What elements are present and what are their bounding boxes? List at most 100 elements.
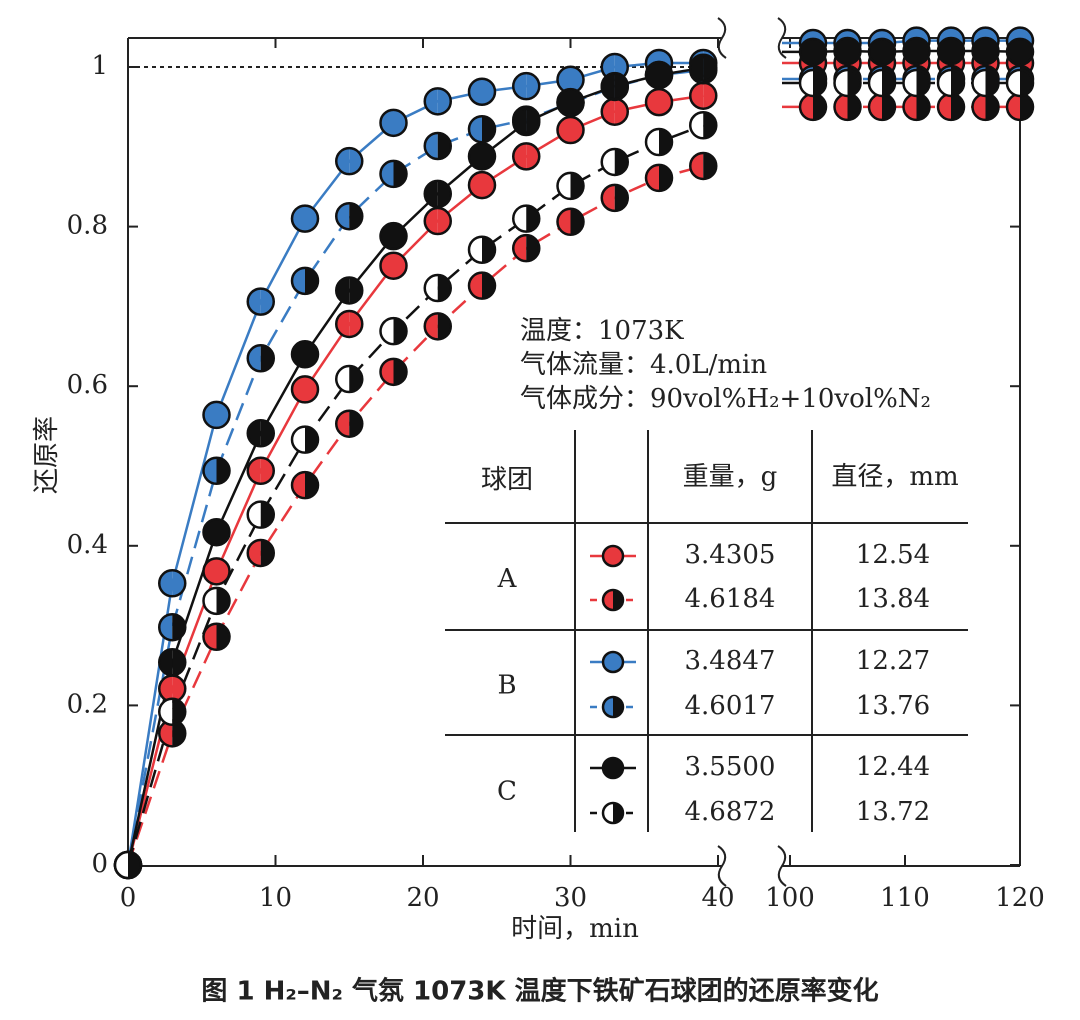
table-weight: 3.4305 <box>685 540 776 570</box>
marker <box>290 470 320 500</box>
marker <box>689 53 718 83</box>
marker <box>600 147 629 177</box>
table-weight: 4.6184 <box>685 584 776 614</box>
marker-outline <box>902 36 931 66</box>
series-line <box>126 124 704 866</box>
marker-left <box>557 117 571 144</box>
marker-outline <box>202 586 231 616</box>
marker <box>158 612 187 642</box>
marker-right <box>216 587 230 614</box>
marker <box>335 409 364 438</box>
table-diameter: 13.72 <box>856 797 930 827</box>
marker-right <box>437 275 451 302</box>
marker <box>246 500 275 529</box>
table-weight: 4.6017 <box>685 691 776 721</box>
x-tick-label: 30 <box>554 883 587 913</box>
marker-right <box>260 457 274 484</box>
marker-outline <box>246 344 275 373</box>
marker-left <box>601 184 615 211</box>
marker-outline <box>290 375 320 404</box>
marker <box>423 179 452 209</box>
marker-left <box>336 148 350 175</box>
marker <box>423 131 452 161</box>
frame <box>127 17 1021 887</box>
marker-right <box>482 272 495 299</box>
marker-left <box>380 160 394 187</box>
marker-outline <box>467 170 497 200</box>
marker-outline <box>601 544 625 568</box>
marker-outline <box>902 68 931 98</box>
marker-right <box>951 38 964 65</box>
marker-right <box>659 164 673 191</box>
marker-outline <box>512 107 541 137</box>
marker <box>423 87 452 116</box>
marker <box>601 801 625 825</box>
marker-left <box>247 288 261 315</box>
marker-left <box>800 38 813 65</box>
marker <box>335 309 364 339</box>
marker-right <box>305 341 319 368</box>
marker-outline <box>1005 37 1035 67</box>
marker-right <box>916 69 930 96</box>
table-diameter: 13.84 <box>856 584 930 614</box>
marker-right <box>172 675 186 702</box>
marker-right <box>172 698 186 725</box>
marker-left <box>938 69 951 96</box>
marker <box>556 115 585 145</box>
marker-right <box>393 223 407 250</box>
marker <box>644 87 674 117</box>
marker-right <box>260 420 274 447</box>
marker-left <box>690 82 704 109</box>
marker-left <box>646 129 659 156</box>
table-group: C <box>497 777 517 807</box>
marker-outline <box>512 204 541 233</box>
marker-outline <box>290 470 320 500</box>
marker-outline <box>335 201 364 231</box>
marker-outline <box>798 68 828 98</box>
marker <box>601 650 625 674</box>
marker-right <box>813 69 826 96</box>
marker <box>379 316 408 346</box>
marker-right <box>482 236 495 263</box>
marker-outline <box>600 183 629 213</box>
x-axis-label: 时间，min <box>511 914 639 944</box>
marker-left <box>159 675 173 702</box>
marker-left <box>159 649 173 676</box>
marker-left <box>903 93 917 120</box>
marker-left <box>292 205 305 232</box>
marker-left <box>203 558 217 585</box>
marker-left <box>469 116 482 143</box>
marker-left <box>203 587 217 614</box>
marker-right <box>1020 69 1033 96</box>
marker-outline <box>601 588 625 612</box>
marker <box>798 37 828 67</box>
marker-outline <box>833 68 862 98</box>
marker-left <box>469 172 482 199</box>
marker-outline <box>644 60 674 90</box>
marker-outline <box>971 68 1000 98</box>
marker-outline <box>246 456 275 486</box>
marker-right <box>349 366 363 393</box>
marker-right <box>703 82 717 109</box>
marker <box>600 183 629 213</box>
annotation: 温度：1073K <box>520 316 684 346</box>
marker-left <box>292 376 305 403</box>
marker-outline <box>202 557 231 586</box>
marker-outline <box>798 37 828 67</box>
marker-outline <box>290 266 320 296</box>
marker-outline <box>644 127 674 157</box>
marker <box>335 146 364 176</box>
marker-outline <box>467 142 497 171</box>
marker-right <box>216 401 230 428</box>
marker-left <box>557 208 571 235</box>
marker <box>1005 92 1035 122</box>
marker-left <box>646 89 659 116</box>
marker <box>556 171 585 201</box>
marker-right <box>349 277 363 304</box>
marker-left <box>972 93 986 120</box>
marker <box>335 276 364 305</box>
marker-left <box>690 152 704 179</box>
marker-outline <box>246 287 275 316</box>
marker-left <box>972 69 986 96</box>
marker-outline <box>335 364 364 394</box>
